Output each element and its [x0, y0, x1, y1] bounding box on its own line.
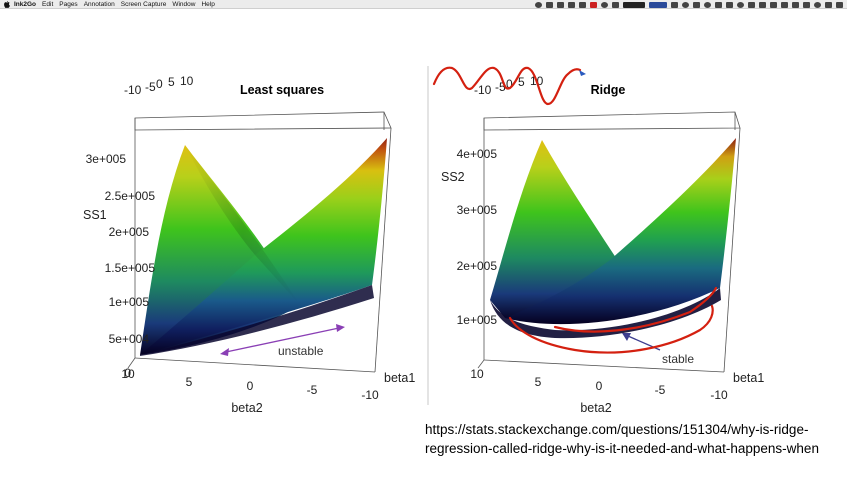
stable-label: stable: [662, 352, 694, 366]
menu-window[interactable]: Window: [172, 0, 196, 8]
right-beta2-ticks: 10 5 0 -5 -10: [470, 367, 728, 402]
left-z-tick: 5e+004: [109, 332, 150, 346]
left-z-label: SS1: [83, 208, 107, 222]
status-tray: [535, 1, 843, 8]
left-beta2-ticks: 10 5 0 -5 -10: [121, 367, 379, 402]
menu-help[interactable]: Help: [201, 0, 215, 8]
unstable-arrow: [220, 324, 345, 356]
wifi-icon[interactable]: [770, 1, 777, 8]
status-icon[interactable]: [590, 1, 597, 8]
right-z-ticks: 4e+005 3e+005 2e+005 1e+005: [457, 147, 498, 327]
left-z-ticks: 3e+005 2.5e+005 2e+005 1.5e+005 1e+005 5…: [86, 152, 156, 380]
left-beta1-label: beta1: [384, 371, 415, 385]
left-z-tick: 1.5e+005: [105, 261, 156, 275]
left-plot-box: [127, 111, 392, 373]
left-plot-title: Least squares: [240, 83, 324, 97]
clock-icon[interactable]: [737, 1, 744, 8]
display-icon[interactable]: [803, 1, 810, 8]
right-beta1-tick: -5: [495, 80, 506, 94]
right-z-tick: 3e+005: [457, 203, 498, 217]
user-icon[interactable]: [814, 1, 821, 8]
left-beta1-tick: 5: [168, 75, 175, 89]
red-ink-squiggle: [432, 66, 582, 106]
left-beta2-label: beta2: [231, 401, 262, 415]
left-z-tick: 0: [124, 366, 131, 380]
status-icon[interactable]: [612, 1, 619, 8]
status-icon[interactable]: [546, 1, 553, 8]
menu-list-icon[interactable]: [836, 1, 843, 8]
pen-cursor-icon: [579, 70, 586, 76]
right-beta2-tick: 10: [470, 367, 484, 381]
status-icon[interactable]: [579, 1, 586, 8]
status-icon[interactable]: [649, 1, 667, 8]
right-beta1-tick: 5: [518, 75, 525, 89]
keyboard-icon[interactable]: [759, 1, 766, 8]
right-beta1-ticks: -10 -5 0 5 10: [474, 74, 544, 97]
right-beta1-label: beta1: [733, 371, 764, 385]
right-z-tick: 2e+005: [457, 259, 498, 273]
left-z-tick: 2.5e+005: [105, 189, 156, 203]
dropbox-icon[interactable]: [715, 1, 722, 8]
menu-edit[interactable]: Edit: [42, 0, 54, 8]
left-beta1-tick: -5: [145, 80, 156, 94]
status-icon[interactable]: [726, 1, 733, 8]
right-beta1-tick: -10: [474, 83, 492, 97]
status-icon[interactable]: [671, 1, 678, 8]
left-beta1-tick: 10: [180, 74, 194, 88]
left-beta1-tick: -10: [124, 83, 142, 97]
right-beta2-tick: 5: [535, 375, 542, 389]
red-ink-annotations: [432, 66, 718, 354]
left-beta1-ticks: -10 -5 0 5 10: [124, 74, 194, 97]
right-plot-title: Ridge: [591, 83, 626, 97]
status-icon[interactable]: [568, 1, 575, 8]
left-beta2-tick: -10: [361, 388, 379, 402]
status-icon[interactable]: [623, 1, 645, 8]
source-url-text: https://stats.stackexchange.com/question…: [425, 422, 819, 456]
left-z-tick: 2e+005: [109, 225, 150, 239]
status-icon[interactable]: [693, 1, 700, 8]
least-squares-plot: Least squares 3e+005 2.5e+005 2e+005 1.5…: [83, 74, 415, 415]
left-surface-back: [140, 138, 387, 355]
right-beta1-tick: 0: [506, 77, 513, 91]
bluetooth-icon[interactable]: [781, 1, 788, 8]
apple-icon[interactable]: [4, 1, 10, 8]
right-surface-back: [505, 138, 736, 325]
menu-app-ink2go[interactable]: Ink2Go: [14, 0, 37, 8]
right-surface-trough: [490, 288, 721, 339]
status-icon[interactable]: [535, 1, 542, 8]
menu-screen-capture[interactable]: Screen Capture: [120, 0, 167, 8]
right-beta2-tick: -10: [710, 388, 728, 402]
left-beta2-tick: 10: [121, 367, 135, 381]
left-beta1-tick: 0: [156, 77, 163, 91]
left-z-tick: 3e+005: [86, 152, 127, 166]
right-beta2-label: beta2: [580, 401, 611, 415]
menu-pages[interactable]: Pages: [59, 0, 78, 8]
battery-icon[interactable]: [792, 1, 799, 8]
left-beta2-tick: 0: [247, 379, 254, 393]
volume-icon[interactable]: [748, 1, 755, 8]
search-icon[interactable]: [704, 1, 711, 8]
red-ink-lower-curve: [508, 304, 714, 354]
cloud-icon[interactable]: [825, 1, 832, 8]
right-beta2-tick: -5: [655, 383, 666, 397]
slide-canvas: Least squares 3e+005 2.5e+005 2e+005 1.5…: [83, 66, 764, 415]
left-beta2-tick: 5: [186, 375, 193, 389]
left-z-tick: 1e+005: [109, 295, 150, 309]
right-z-label: SS2: [441, 170, 465, 184]
status-icon[interactable]: [557, 1, 564, 8]
menu-bar: Ink2Go Edit Pages Annotation Screen Capt…: [0, 0, 847, 9]
left-beta2-tick: -5: [307, 383, 318, 397]
right-z-tick: 1e+005: [457, 313, 498, 327]
unstable-label: unstable: [278, 344, 324, 358]
right-z-tick: 4e+005: [457, 147, 498, 161]
status-icon[interactable]: [601, 1, 608, 8]
right-plot-box: [477, 111, 741, 373]
right-beta2-tick: 0: [596, 379, 603, 393]
menu-annotation[interactable]: Annotation: [83, 0, 115, 8]
ridge-plot: Ridge 4e+005 3e+005 2e+005 1e+005 SS2 -1…: [432, 66, 764, 415]
status-icon[interactable]: [682, 1, 689, 8]
left-surface-shade: [185, 145, 300, 305]
red-ink-upper-curve: [553, 286, 718, 333]
